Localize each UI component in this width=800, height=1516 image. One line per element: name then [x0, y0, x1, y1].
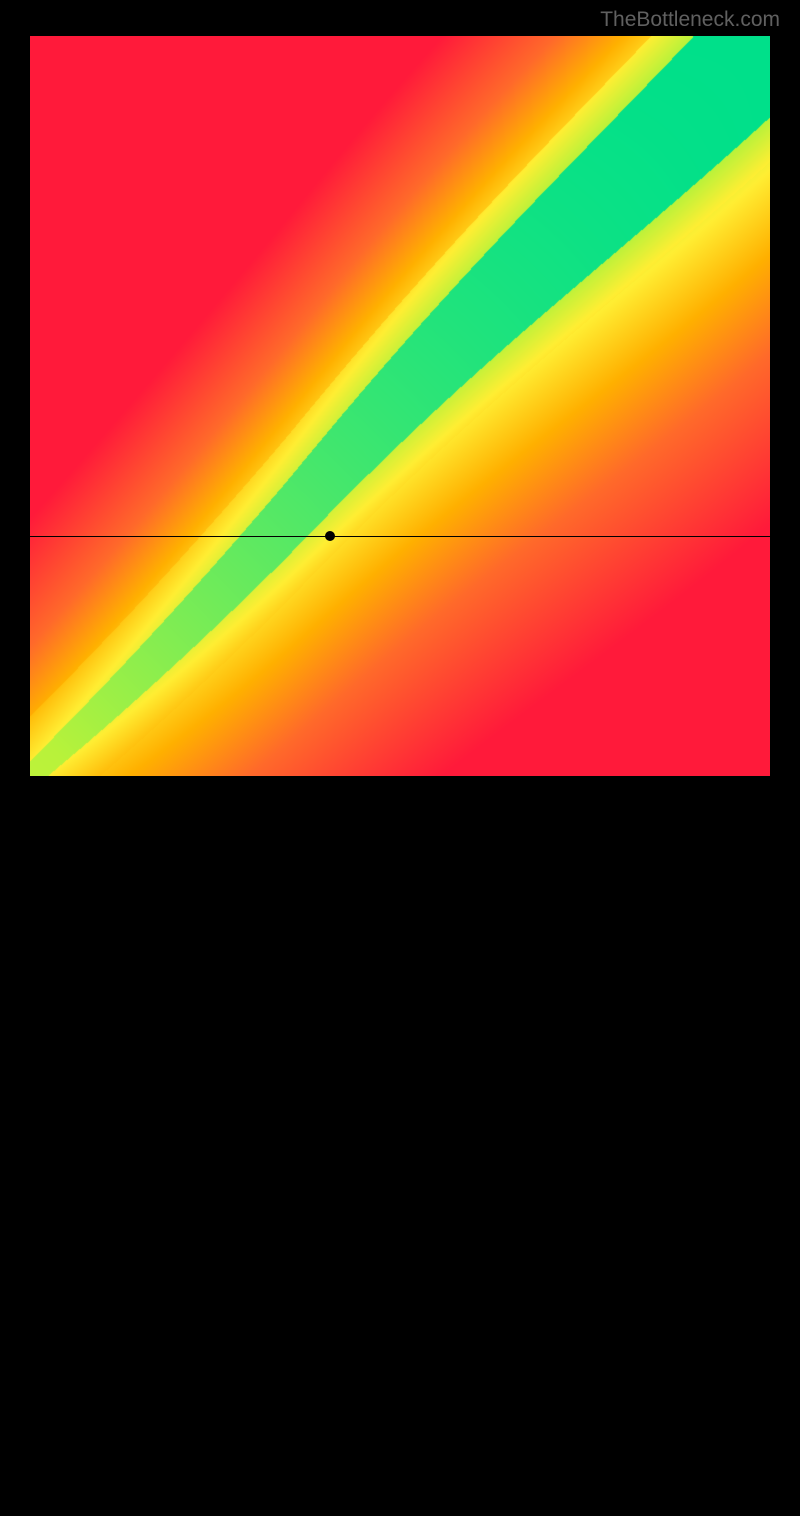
watermark-text: TheBottleneck.com: [600, 8, 780, 32]
crosshair-marker: [325, 531, 335, 541]
bottleneck-heatmap-plot: [30, 36, 770, 776]
crosshair-vertical: [330, 776, 331, 1516]
heatmap-canvas: [30, 36, 770, 776]
crosshair-horizontal: [30, 536, 770, 537]
